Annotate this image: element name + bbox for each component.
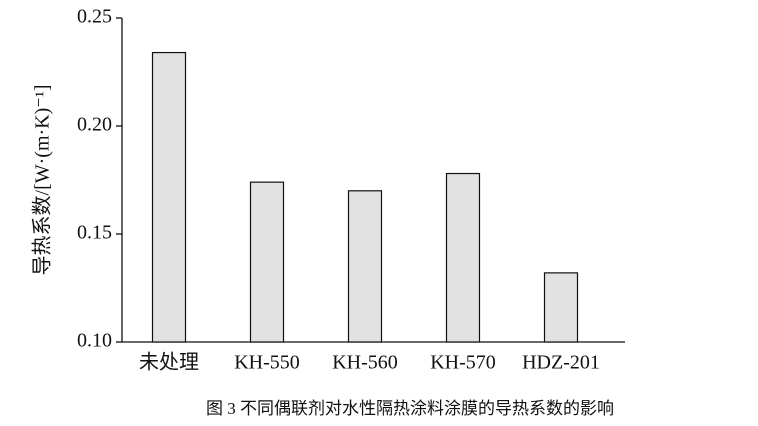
y-tick-label: 0.25 — [77, 6, 112, 28]
y-axis-label: 导热系数/[W·(m·K)⁻¹] — [31, 85, 54, 276]
x-tick-label: HDZ-201 — [522, 352, 600, 374]
caption: 图 3 不同偶联剂对水性隔热涂料涂膜的导热系数的影响 — [206, 399, 614, 418]
bar — [249, 181, 285, 343]
x-tick-label: KH-560 — [332, 352, 398, 374]
bar — [445, 172, 481, 343]
y-tick-label: 0.15 — [77, 222, 112, 244]
bar — [347, 190, 383, 343]
y-tick-label: 0.20 — [77, 114, 112, 136]
x-tick-label: 未处理 — [139, 351, 199, 374]
x-tick-label: KH-570 — [430, 352, 496, 374]
x-tick-label: KH-550 — [234, 352, 300, 374]
bar — [151, 51, 187, 343]
y-tick-label: 0.10 — [77, 330, 112, 352]
bar — [543, 272, 579, 343]
